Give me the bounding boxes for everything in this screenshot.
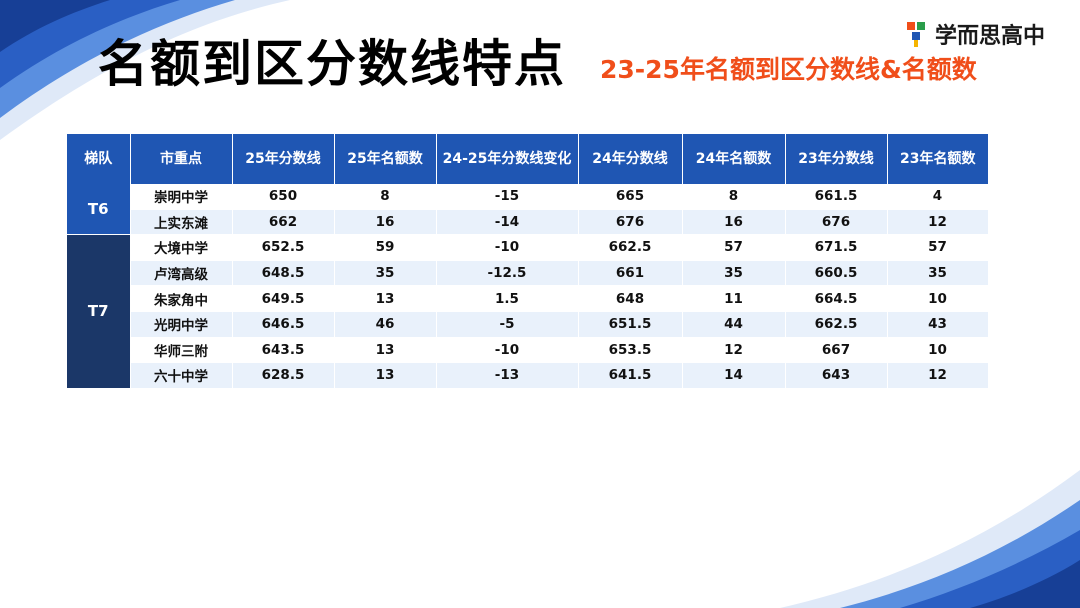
table-cell: 664.5: [785, 285, 888, 312]
table-cell: 676: [785, 209, 888, 236]
table-cell: 44: [682, 311, 786, 338]
table-cell: 46: [334, 311, 437, 338]
table-cell: 628.5: [232, 362, 335, 389]
school-cell: 大境中学: [130, 234, 233, 261]
table-cell: 35: [887, 260, 989, 287]
table-cell: 648.5: [232, 260, 335, 287]
brand-logo: 学而思高中: [905, 18, 1045, 50]
header-quota-24: 24年名额数: [682, 134, 786, 184]
table-cell: 661: [578, 260, 683, 287]
table-cell: 676: [578, 209, 683, 236]
header-score-change: 24-25年分数线变化: [436, 134, 579, 184]
table-cell: 13: [334, 337, 437, 364]
table-row: 朱家角中 649.5 13 1.5 648 11 664.5 10: [67, 285, 989, 312]
table-cell: 648: [578, 285, 683, 312]
table-cell: 650: [232, 184, 335, 210]
table-cell: 662.5: [578, 234, 683, 261]
table-cell: 57: [682, 234, 786, 261]
header-quota-25: 25年名额数: [334, 134, 437, 184]
table-cell: 10: [887, 337, 989, 364]
table-cell: -13: [436, 362, 579, 389]
table-cell: 13: [334, 362, 437, 389]
table-cell: 12: [887, 209, 989, 236]
table-cell: 662: [232, 209, 335, 236]
table-cell: 646.5: [232, 311, 335, 338]
page-title: 名额到区分数线特点: [98, 35, 566, 93]
header-score-25: 25年分数线: [232, 134, 335, 184]
school-cell: 六十中学: [130, 362, 233, 389]
school-cell: 朱家角中: [130, 285, 233, 312]
table-cell: 43: [887, 311, 989, 338]
table-cell: 16: [334, 209, 437, 236]
table-cell: 14: [682, 362, 786, 389]
table-cell: -5: [436, 311, 579, 338]
school-cell: 卢湾高级: [130, 260, 233, 287]
table-cell: 1.5: [436, 285, 579, 312]
table-cell: 653.5: [578, 337, 683, 364]
school-cell: 光明中学: [130, 311, 233, 338]
header-school: 市重点: [130, 134, 233, 184]
table-cell: 652.5: [232, 234, 335, 261]
table-row: T6 崇明中学 650 8 -15 665 8 661.5 4: [67, 184, 989, 236]
header-quota-23: 23年名额数: [887, 134, 988, 184]
table-cell: 649.5: [232, 285, 335, 312]
table-cell: 10: [887, 285, 989, 312]
table-cell: 667: [785, 337, 888, 364]
table-cell: 662.5: [785, 311, 888, 338]
xueersi-logo-icon: [907, 22, 925, 47]
table-header-row: 梯队 市重点 25年分数线 25年名额数 24-25年分数线变化 24年分数线 …: [67, 134, 988, 184]
table-cell: 35: [682, 260, 786, 287]
school-cell: 上实东滩: [130, 209, 233, 236]
table-row: 光明中学 646.5 46 -5 651.5 44 662.5 43: [67, 311, 989, 338]
table-cell: 12: [887, 362, 989, 389]
table-row: 华师三附 643.5 13 -10 653.5 12 667 10: [67, 337, 989, 364]
table-cell: 35: [334, 260, 437, 287]
table-cell: -14: [436, 209, 579, 236]
table-cell: 8: [682, 184, 786, 210]
table-cell: 11: [682, 285, 786, 312]
table-cell: 12: [682, 337, 786, 364]
table-cell: 671.5: [785, 234, 888, 261]
header-score-24: 24年分数线: [578, 134, 683, 184]
brand-name: 学而思高中: [935, 24, 1046, 49]
tier-cell: T7: [67, 234, 131, 389]
header-score-23: 23年分数线: [785, 134, 888, 184]
school-cell: 华师三附: [130, 337, 233, 364]
table-cell: 16: [682, 209, 786, 236]
table-cell: 661.5: [785, 184, 888, 210]
table-cell: -12.5: [436, 260, 579, 287]
table-cell: 643: [785, 362, 888, 389]
table-cell: 4: [887, 184, 989, 210]
table-cell: -15: [436, 184, 579, 210]
table-row: 六十中学 628.5 13 -13 641.5 14 643 12: [67, 362, 989, 389]
header-tier: 梯队: [67, 134, 131, 184]
table-cell: 660.5: [785, 260, 888, 287]
table-cell: 59: [334, 234, 437, 261]
table-cell: 57: [887, 234, 989, 261]
table-row: 卢湾高级 648.5 35 -12.5 661 35 660.5 35: [67, 260, 989, 287]
tier-cell: T6: [67, 184, 131, 236]
table-row: 上实东滩 662 16 -14 676 16 676 12: [67, 209, 989, 236]
table-cell: 643.5: [232, 337, 335, 364]
table-row: T7 大境中学 652.5 59 -10 662.5 57 671.5 57: [67, 234, 989, 389]
table-cell: 8: [334, 184, 437, 210]
table-cell: 641.5: [578, 362, 683, 389]
table-cell: 651.5: [578, 311, 683, 338]
school-cell: 崇明中学: [130, 184, 233, 210]
score-table: 梯队 市重点 25年分数线 25年名额数 24-25年分数线变化 24年分数线 …: [67, 134, 989, 389]
table-cell: -10: [436, 337, 579, 364]
table-cell: 13: [334, 285, 437, 312]
table-cell: 665: [578, 184, 683, 210]
page-subtitle: 23-25年名额到区分数线&名额数: [600, 55, 977, 84]
table-cell: -10: [436, 234, 579, 261]
